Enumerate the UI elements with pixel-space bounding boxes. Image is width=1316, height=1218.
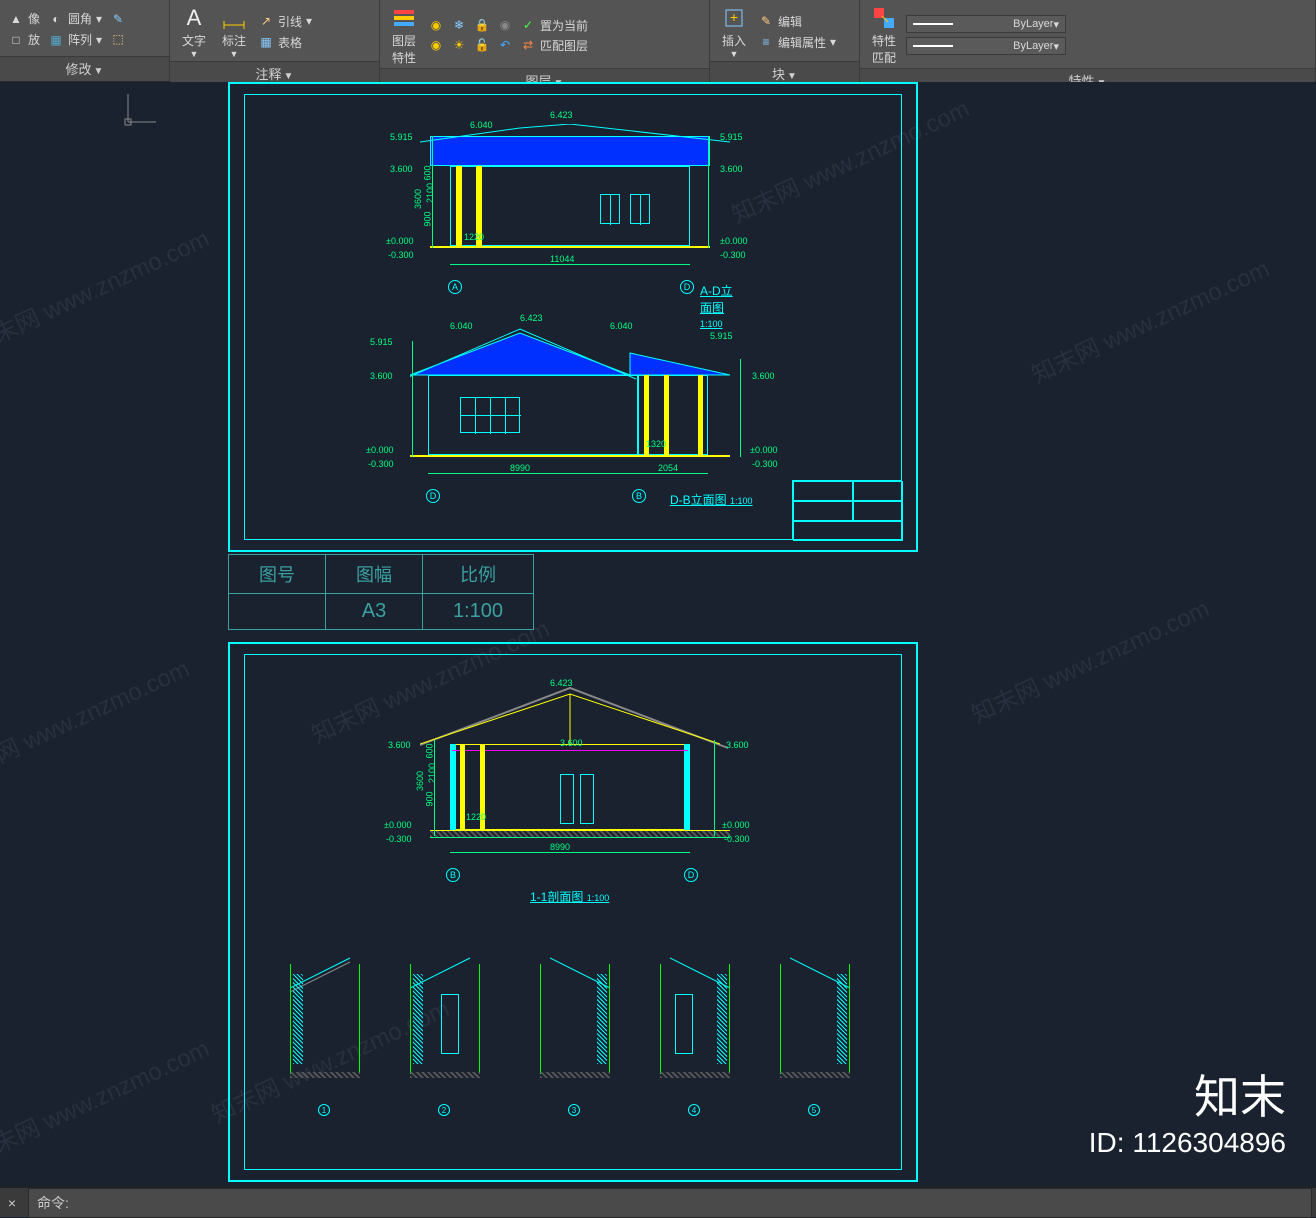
watermark: 知末网 www.znzmo.com [0, 649, 194, 790]
mirror-icon: ▲ [8, 11, 24, 27]
layer-props-icon [390, 4, 418, 32]
bulb-icon: ◉ [428, 37, 444, 53]
bulb-icon: ◉ [428, 17, 444, 33]
layer-iso-button[interactable]: ◉ [426, 16, 446, 35]
layer-freeze-button[interactable]: ❄ [449, 16, 469, 35]
watermark: 知末网 www.znzmo.com [965, 589, 1214, 730]
leader-icon: ↗ [258, 13, 274, 29]
attr-icon: ≡ [758, 34, 774, 50]
watermark: 知末网 www.znzmo.com [0, 1029, 214, 1170]
match-props-button[interactable]: 特性 匹配 [866, 2, 902, 68]
table-icon: ▦ [258, 34, 274, 50]
info-header-drawing-no: 图号 [229, 555, 325, 594]
brand-id: ID: 1126304896 [1089, 1127, 1286, 1159]
svg-text:+: + [730, 9, 738, 25]
match-icon: ⇄ [520, 37, 536, 53]
set-current-button[interactable]: ✓置为当前 [518, 16, 590, 35]
fillet-icon: ◐ [48, 11, 64, 27]
info-value-format: A3 [326, 594, 422, 629]
ribbon-panel-block: + 插入▼ ✎编辑 ≡编辑属性 ▾ 块▼ [710, 0, 860, 81]
block-edit-button[interactable]: ✎编辑 [756, 12, 838, 31]
info-header-format: 图幅 [326, 555, 422, 594]
array-icon: ▦ [48, 32, 64, 48]
panel-title-modify[interactable]: 修改▼ [0, 56, 169, 81]
linetype-dropdown[interactable]: ByLayer ▾ [906, 37, 1066, 55]
array-button[interactable]: ▦阵列 ▾ [46, 30, 104, 49]
dimension-button[interactable]: 标注▼ [216, 2, 252, 61]
layer-props-button[interactable]: 图层 特性 [386, 2, 422, 68]
sheet-upper: 11044 A D A-D立面图 1:100 5.915 3.600 ±0.00… [228, 82, 918, 552]
match-layer-button[interactable]: ⇄匹配图层 [518, 36, 590, 55]
layer-thaw-button[interactable]: ☀ [449, 36, 469, 55]
match-props-icon [870, 4, 898, 32]
color-dropdown[interactable]: ByLayer ▾ [906, 15, 1066, 33]
modify-tool-1[interactable]: ✎ [108, 10, 128, 28]
ribbon-panel-props: 特性 匹配 ByLayer ▾ ByLayer ▾ 特性▼ [860, 0, 1316, 81]
section-1-1: 8990 B D 1-1剖面图 1:100 6.423 3.600 3.600 … [400, 684, 760, 904]
leader-button[interactable]: ↗引线 ▾ [256, 12, 314, 31]
thaw-icon: ☀ [451, 37, 467, 53]
info-header-scale: 比例 [423, 555, 533, 594]
close-commandline-button[interactable]: × [0, 1195, 24, 1211]
text-icon: A [180, 4, 208, 32]
ribbon-toolbar: ▲像 □放 ◐圆角 ▾ ▦阵列 ▾ ✎ ⬚ 修改▼ A 文字▼ 标注▼ [0, 0, 1316, 82]
watermark: 知末网 www.znzmo.com [0, 219, 214, 360]
command-bar: × 命令: [0, 1187, 1316, 1217]
brand-logo: 知末 [1194, 1061, 1286, 1127]
command-input[interactable]: 命令: [28, 1188, 1312, 1218]
ucs-icon [120, 90, 160, 130]
tool-icon: ⬚ [110, 31, 126, 47]
lock-icon: 🔒 [474, 17, 490, 33]
insert-button[interactable]: + 插入▼ [716, 2, 752, 61]
setcur-icon: ✓ [520, 17, 536, 33]
title-block [792, 480, 902, 540]
modify-tool-2[interactable]: ⬚ [108, 30, 128, 48]
insert-icon: + [720, 4, 748, 32]
ribbon-panel-modify: ▲像 □放 ◐圆角 ▾ ▦阵列 ▾ ✎ ⬚ 修改▼ [0, 0, 170, 81]
scale-icon: □ [8, 32, 24, 48]
unlock-icon: 🔓 [474, 37, 490, 53]
watermark: 知末网 www.znzmo.com [1025, 249, 1274, 390]
prev-icon: ↶ [497, 37, 513, 53]
off-icon: ◉ [497, 17, 513, 33]
layer-off-button[interactable]: ◉ [495, 16, 515, 35]
elevation-a-d: 11044 A D A-D立面图 1:100 5.915 3.600 ±0.00… [400, 114, 740, 294]
edit-icon: ✎ [758, 13, 774, 29]
sheet-info-table: 图号 图幅A3 比例1:100 [228, 554, 534, 630]
fillet-button[interactable]: ◐圆角 ▾ [46, 9, 104, 28]
ribbon-panel-layer: 图层 特性 ◉ ❄ 🔒 ◉ ✓置为当前 ◉ ☀ 🔓 ↶ ⇄匹配图层 [380, 0, 710, 81]
text-button[interactable]: A 文字▼ [176, 2, 212, 61]
elevation-d-b: 8990 2054 D B D-B立面图 1:100 5.915 3.600 ±… [380, 319, 780, 519]
scale-button[interactable]: □放 [6, 30, 42, 49]
sheet-lower: 8990 B D 1-1剖面图 1:100 6.423 3.600 3.600 … [228, 642, 918, 1182]
layer-on-button[interactable]: ◉ [426, 36, 446, 55]
block-edit-attr-button[interactable]: ≡编辑属性 ▾ [756, 33, 838, 52]
dimension-icon [220, 4, 248, 32]
detail-row: 1 2 3 4 5 [290, 964, 870, 1144]
info-value-scale: 1:100 [423, 594, 533, 629]
ribbon-panel-annotate: A 文字▼ 标注▼ ↗引线 ▾ ▦表格 注释▼ [170, 0, 380, 81]
layer-unlock-button[interactable]: 🔓 [472, 36, 492, 55]
table-button[interactable]: ▦表格 [256, 33, 314, 52]
freeze-icon: ❄ [451, 17, 467, 33]
layer-prev-button[interactable]: ↶ [495, 36, 515, 55]
layer-lock-button[interactable]: 🔒 [472, 16, 492, 35]
drawing-canvas[interactable]: 知末网 www.znzmo.com 知末网 www.znzmo.com 知末网 … [0, 82, 1316, 1187]
mirror-button[interactable]: ▲像 [6, 9, 42, 28]
tool-icon: ✎ [110, 11, 126, 27]
